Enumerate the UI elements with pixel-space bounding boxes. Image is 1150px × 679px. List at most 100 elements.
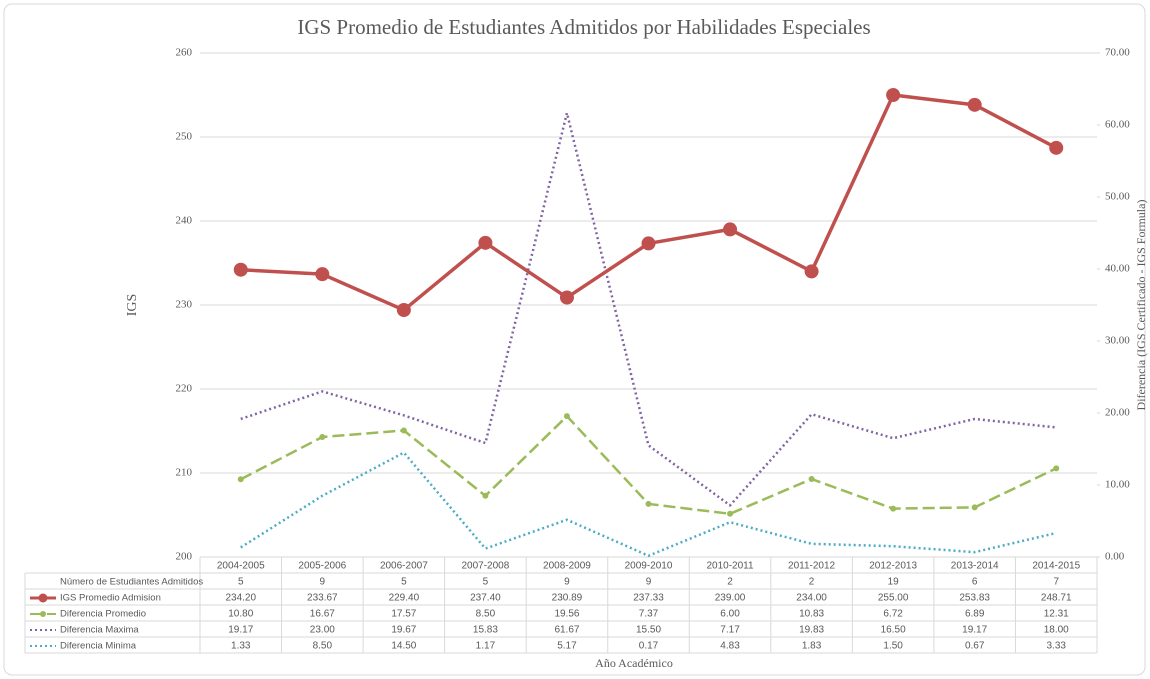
y2-tick-label: 10.00 — [1105, 479, 1130, 491]
legend-label: Número de Estudiantes Admitidos — [60, 577, 203, 588]
table-value: 19.83 — [799, 625, 824, 636]
table-value: 15.50 — [636, 625, 661, 636]
x-tick-label: 2011-2012 — [788, 561, 836, 572]
table-value: 234.20 — [225, 593, 256, 604]
table-value: 6.00 — [720, 609, 740, 620]
x-tick-label: 2004-2005 — [217, 561, 265, 572]
series-marker — [886, 88, 901, 102]
series-marker — [319, 433, 326, 440]
y2-tick-label: 50.00 — [1105, 191, 1130, 203]
table-value: 9 — [564, 577, 570, 588]
table-value: 1.17 — [476, 641, 496, 652]
table-value: 1.83 — [802, 641, 822, 652]
table-value: 237.33 — [633, 593, 664, 604]
y-tick-label: 240 — [176, 215, 193, 227]
x-tick-label: 2013-2014 — [951, 561, 999, 572]
table-value: 6.72 — [883, 609, 903, 620]
y2-tick-label: 20.00 — [1105, 407, 1130, 419]
chart-frame — [3, 3, 1146, 676]
table-value: 253.83 — [959, 593, 990, 604]
table-value: 9 — [646, 577, 652, 588]
table-value: 5 — [401, 577, 407, 588]
y-axis-label: IGS — [125, 294, 140, 317]
series-marker — [641, 236, 656, 251]
series-marker — [563, 413, 570, 420]
table-value: 237.40 — [470, 593, 501, 604]
table-value: 6 — [972, 577, 978, 588]
table-value: 8.50 — [313, 641, 333, 652]
series-marker — [396, 303, 411, 318]
legend-label: Diferencia Maxima — [60, 625, 139, 636]
series-marker — [315, 267, 330, 282]
x-tick-label: 2010-2011 — [706, 561, 754, 572]
table-value: 230.89 — [552, 593, 583, 604]
table-value: 7.37 — [639, 609, 659, 620]
y-tick-label: 210 — [176, 467, 193, 479]
table-value: 1.33 — [231, 641, 251, 652]
table-value: 15.83 — [473, 625, 498, 636]
series-marker — [890, 505, 897, 512]
x-tick-label: 2012-2013 — [869, 561, 917, 572]
y-tick-label: 200 — [176, 551, 193, 563]
table-value: 7 — [1053, 577, 1059, 588]
table-value: 5 — [483, 577, 489, 588]
y2-tick-label: 40.00 — [1105, 263, 1130, 275]
table-value: 4.83 — [720, 641, 740, 652]
series-marker — [400, 427, 407, 434]
table-value: 12.31 — [1044, 609, 1069, 620]
series-marker — [967, 97, 982, 112]
table-value: 248.71 — [1041, 593, 1072, 604]
table-value: 5 — [238, 577, 244, 588]
y2-tick-label: 0.00 — [1105, 551, 1125, 563]
y2-tick-label: 30.00 — [1105, 335, 1130, 347]
table-value: 234.00 — [796, 593, 827, 604]
x-tick-label: 2008-2009 — [543, 561, 591, 572]
y-tick-label: 220 — [176, 383, 193, 395]
x-tick-label: 2006-2007 — [380, 561, 428, 572]
table-value: 19 — [888, 577, 900, 588]
y2-axis-label: Diferencia (IGS Certificado - IGS Formul… — [1134, 200, 1148, 411]
legend-marker — [38, 593, 48, 603]
series-marker — [237, 476, 244, 483]
y2-tick-label: 70.00 — [1105, 47, 1130, 59]
table-value: 3.33 — [1046, 641, 1066, 652]
series-marker — [1053, 465, 1060, 472]
series-marker — [559, 290, 574, 305]
table-value: 1.50 — [883, 641, 903, 652]
legend-marker — [40, 611, 46, 617]
series-marker — [804, 264, 819, 279]
table-value: 16.67 — [310, 609, 335, 620]
x-tick-label: 2009-2010 — [625, 561, 673, 572]
series-marker — [723, 222, 738, 237]
series-marker — [1049, 140, 1064, 155]
table-value: 19.67 — [391, 625, 416, 636]
table-value: 10.83 — [799, 609, 824, 620]
chart-title: IGS Promedio de Estudiantes Admitidos po… — [297, 15, 870, 39]
table-value: 10.80 — [228, 609, 253, 620]
x-tick-label: 2007-2008 — [461, 561, 509, 572]
table-value: 61.67 — [554, 625, 579, 636]
table-value: 2 — [809, 577, 815, 588]
y-tick-label: 250 — [176, 131, 193, 143]
y2-tick-label: 60.00 — [1105, 119, 1130, 131]
series-line — [240, 111, 1057, 507]
x-tick-label: 2005-2006 — [298, 561, 346, 572]
table-value: 233.67 — [307, 593, 338, 604]
table-value: 9 — [320, 577, 326, 588]
y-tick-label: 230 — [176, 299, 193, 311]
table-value: 14.50 — [391, 641, 416, 652]
x-axis-label: Año Académico — [595, 656, 673, 670]
series-line — [240, 451, 1057, 558]
table-value: 23.00 — [310, 625, 335, 636]
table-value: 19.17 — [228, 625, 253, 636]
table-value: 2 — [727, 577, 733, 588]
table-value: 6.89 — [965, 609, 985, 620]
y-tick-label: 260 — [176, 47, 193, 59]
series-marker — [808, 476, 815, 483]
table-value: 0.67 — [965, 641, 985, 652]
table-value: 19.56 — [554, 609, 579, 620]
table-value: 17.57 — [391, 609, 416, 620]
table-value: 19.17 — [962, 625, 987, 636]
series-marker — [645, 500, 652, 507]
